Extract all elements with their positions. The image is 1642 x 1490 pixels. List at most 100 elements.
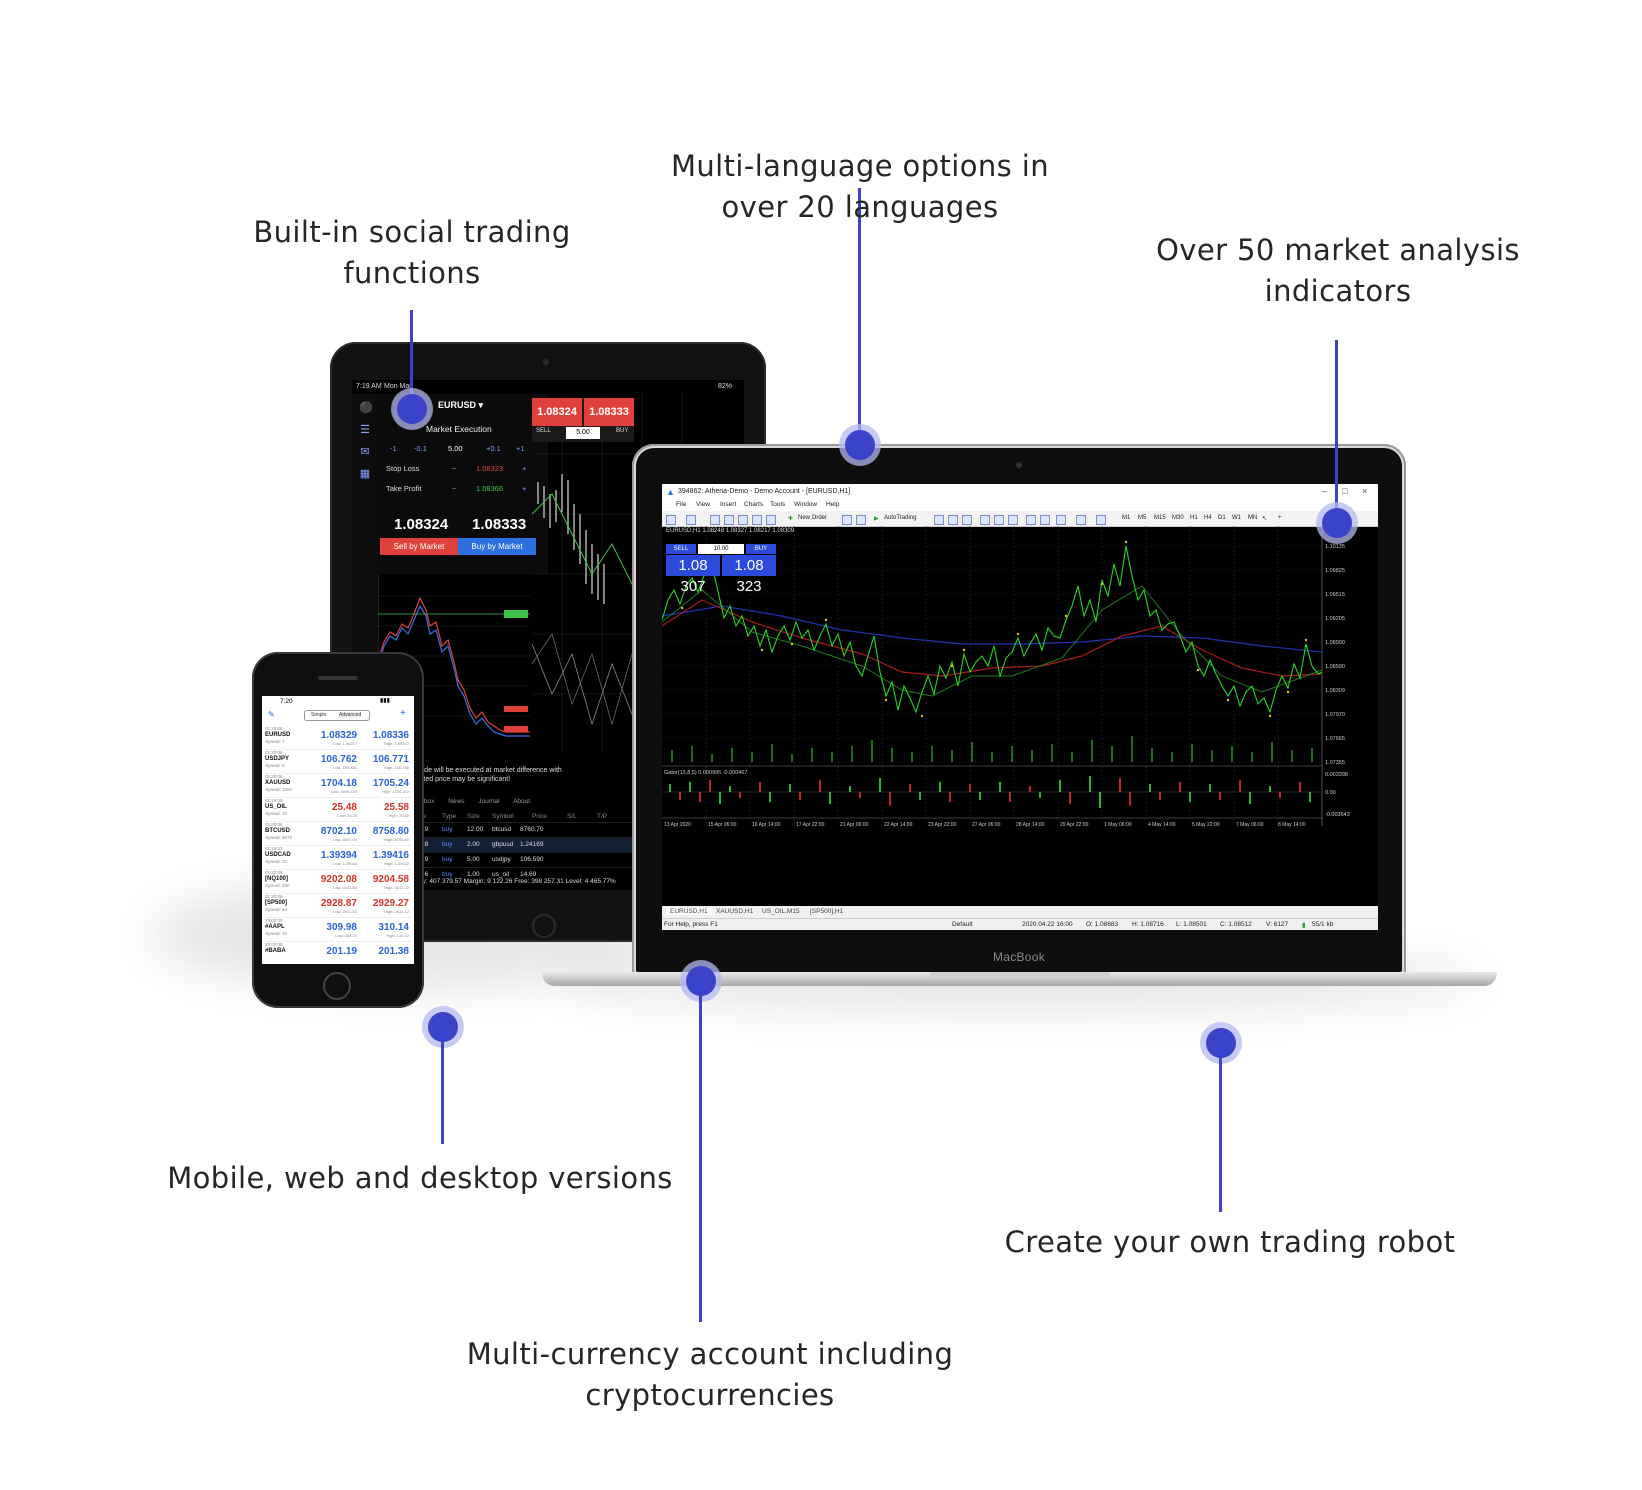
chart-shift-icon[interactable]: [1026, 515, 1036, 525]
step-plus-1[interactable]: +1: [516, 444, 525, 453]
tablet-home-button[interactable]: [532, 914, 556, 938]
connector-line: [1219, 1052, 1222, 1212]
quote-ask: 106.771: [372, 754, 409, 765]
menu-view[interactable]: View: [696, 501, 710, 508]
step-plus-01[interactable]: +0.1: [486, 444, 501, 453]
app-icon: ▲: [666, 487, 675, 497]
tf-h1[interactable]: H1: [1190, 515, 1198, 521]
new-chart-icon[interactable]: [666, 515, 676, 525]
tf-m15[interactable]: M15: [1154, 515, 1166, 521]
autoscroll-icon[interactable]: [1040, 515, 1050, 525]
profiles-icon[interactable]: [686, 515, 696, 525]
edit-icon[interactable]: ✎: [268, 710, 275, 719]
step-minus-1[interactable]: -1: [390, 444, 397, 453]
tester-icon[interactable]: [766, 515, 776, 525]
market-watch-icon[interactable]: [710, 515, 720, 525]
list-item[interactable]: 01:19:33 USDCAD Spread: 22 1.39394 1.39416 Lo…: [265, 846, 411, 870]
tab-sp500[interactable]: [SP500],H1: [810, 908, 844, 915]
templates-icon[interactable]: [1096, 515, 1106, 525]
execution-type[interactable]: Market Execution: [426, 424, 492, 434]
minus-icon[interactable]: −: [452, 484, 457, 493]
menu-file[interactable]: File: [676, 501, 687, 508]
chat-icon[interactable]: ✉: [360, 446, 370, 458]
quote-symbol: [SP500]: [265, 900, 288, 906]
data-window-icon[interactable]: [724, 515, 734, 525]
quote-symbol: EURUSD: [265, 732, 291, 738]
list-item[interactable]: 01:20:09 [NQ100] Spread: 250 9202.08 9204.58…: [265, 870, 411, 894]
periods-icon[interactable]: [1076, 515, 1086, 525]
buy-price[interactable]: 1.08 323: [722, 555, 776, 595]
list-item[interactable]: 01:20:06 XAUUSD Spread: 1060 1704.18 1705.24…: [265, 774, 411, 798]
metaeditor-icon[interactable]: [842, 515, 852, 525]
tf-d1[interactable]: D1: [1218, 515, 1226, 521]
tab-about[interactable]: About: [513, 798, 531, 805]
signals-icon[interactable]: [856, 515, 866, 525]
plus-icon[interactable]: +: [522, 484, 527, 493]
navigator-icon[interactable]: [738, 515, 748, 525]
tab-us-oil[interactable]: US_OIL,M15: [762, 908, 800, 915]
lot-input[interactable]: 5.00: [566, 427, 600, 439]
segment-advanced[interactable]: Advanced: [339, 712, 362, 718]
zoom-out-icon[interactable]: [994, 515, 1004, 525]
tab-news[interactable]: News: [448, 798, 465, 805]
bar-chart-icon[interactable]: [934, 515, 944, 525]
tf-h4[interactable]: H4: [1204, 515, 1212, 521]
menu-window[interactable]: Window: [794, 501, 818, 508]
volume-value[interactable]: 5.00: [448, 444, 463, 453]
line-chart-icon[interactable]: [962, 515, 972, 525]
list-item[interactable]: 01:19:09 US_OIL Spread: 10 25.48 25.58 Low: 2…: [265, 798, 411, 822]
quotes-icon[interactable]: ⚫: [359, 402, 373, 414]
one-click-buy-button[interactable]: 1.08333: [584, 398, 634, 426]
list-item[interactable]: 23:00:00 #AAPL Spread: 16 309.98 310.14 Low: …: [265, 918, 411, 942]
terminal-icon[interactable]: [752, 515, 762, 525]
buy-by-market-button[interactable]: Buy by Market: [458, 538, 536, 555]
list-item[interactable]: 23:00:00 #BABA 201.19 201.38: [265, 942, 411, 964]
segment-simple[interactable]: Simple: [311, 712, 327, 718]
menu-charts[interactable]: Charts: [744, 501, 764, 508]
cursor-icon[interactable]: ↖: [1262, 516, 1268, 522]
tab-xauusd[interactable]: XAUUSD,H1: [716, 908, 754, 915]
date-axis-label: 5 May 22:00: [1192, 822, 1220, 828]
tf-m30[interactable]: M30: [1172, 515, 1184, 521]
tab-eurusd[interactable]: EURUSD,H1: [666, 908, 712, 915]
tile-windows-icon[interactable]: [1008, 515, 1018, 525]
sell-by-market-button[interactable]: Sell by Market: [380, 538, 458, 555]
candle-chart-icon[interactable]: [948, 515, 958, 525]
trade-icon[interactable]: ▦: [359, 468, 371, 480]
zoom-in-icon[interactable]: [980, 515, 990, 525]
close-icon[interactable]: ×: [1362, 486, 1368, 496]
menu-help[interactable]: Help: [826, 501, 840, 508]
autotrading-button[interactable]: AutoTrading: [884, 515, 917, 521]
tf-mn[interactable]: MN: [1248, 515, 1258, 521]
symbol-selector[interactable]: EURUSD ▾: [438, 400, 484, 410]
phone-home-button[interactable]: [323, 972, 351, 1000]
tab-journal[interactable]: Journal: [478, 798, 500, 805]
add-icon[interactable]: +: [400, 708, 406, 719]
list-item[interactable]: 01:20:06 BTCUSD Spread: 5670 8702.10 8758.80…: [265, 822, 411, 846]
chart-icon[interactable]: ☰: [360, 424, 370, 436]
volume-input[interactable]: 10.00: [698, 544, 744, 554]
maximize-icon[interactable]: □: [1342, 486, 1348, 496]
tf-m1[interactable]: M1: [1122, 515, 1131, 521]
sell-button[interactable]: SELL: [666, 544, 696, 554]
tf-w1[interactable]: W1: [1232, 515, 1241, 521]
one-click-sell-button[interactable]: 1.08324: [532, 398, 582, 426]
stop-loss-value[interactable]: 1.08323: [476, 464, 504, 473]
list-item[interactable]: 01:20:06 [SP500] Spread: 40 2928.87 2929.27 L…: [265, 894, 411, 918]
buy-button[interactable]: BUY: [746, 544, 776, 554]
menu-insert[interactable]: Insert: [720, 501, 737, 508]
minimize-icon[interactable]: –: [1322, 486, 1328, 496]
crosshair-icon[interactable]: +: [1278, 515, 1282, 521]
take-profit-value[interactable]: 1.08366: [476, 484, 504, 493]
step-minus-01[interactable]: -0.1: [414, 444, 427, 453]
plus-icon[interactable]: +: [522, 464, 527, 473]
new-order-button[interactable]: New Order: [798, 515, 828, 521]
minus-icon[interactable]: −: [452, 464, 457, 473]
sell-price[interactable]: 1.08 307: [666, 555, 720, 595]
list-item[interactable]: 01:20:06 EURUSD Spread: 7 1.08329 1.08336 Low…: [265, 726, 411, 750]
indicators-icon[interactable]: [1056, 515, 1066, 525]
tf-m5[interactable]: M5: [1138, 515, 1147, 521]
list-item[interactable]: 01:20:06 USDJPY Spread: 9 106.762 106.771 Low…: [265, 750, 411, 774]
quote-time: 01:19:09: [265, 798, 283, 803]
menu-tools[interactable]: Tools: [770, 501, 786, 508]
